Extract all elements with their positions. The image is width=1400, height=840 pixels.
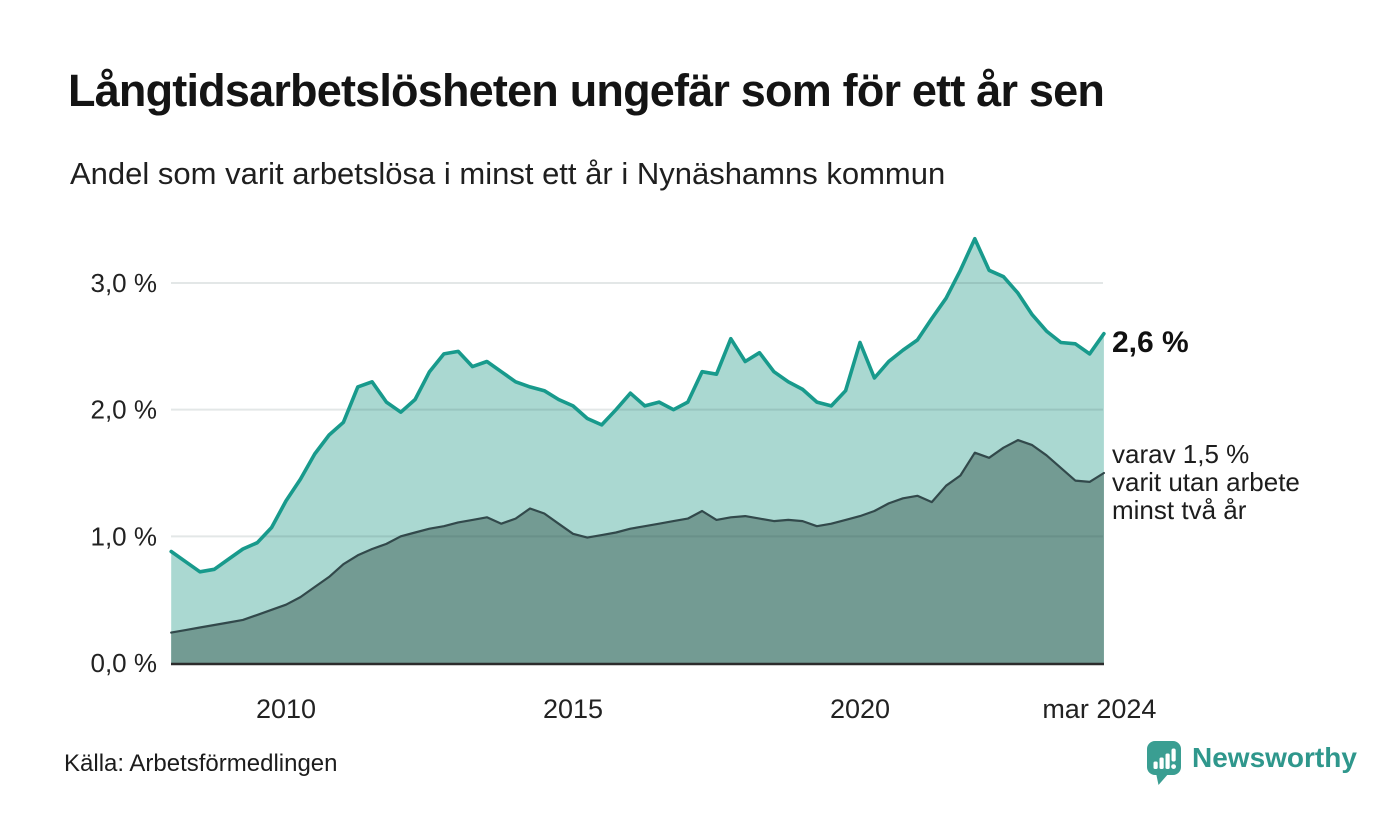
y-tick-label: 3,0 % — [91, 268, 158, 298]
page-title: Långtidsarbetslösheten ungefär som för e… — [68, 65, 1105, 116]
brand-logo: Newsworthy — [1146, 740, 1357, 786]
series-lines — [169, 236, 1106, 634]
newsworthy-logo-icon — [1147, 741, 1181, 785]
y-tick-label: 2,0 % — [91, 395, 158, 425]
x-tick-label: 2010 — [256, 694, 316, 724]
x-tick-label: 2015 — [543, 694, 603, 724]
area-unemployed-2yr — [171, 440, 1104, 663]
y-axis-labels: 0,0 % 1,0 % 2,0 % 3,0 % — [91, 268, 158, 678]
y-tick-label: 0,0 % — [91, 648, 158, 678]
x-tick-label: 2020 — [830, 694, 890, 724]
y-tick-label: 1,0 % — [91, 521, 158, 551]
secondary-series-label: varav 1,5 % varit utan arbete minst två … — [1112, 440, 1300, 524]
secondary-series-label-line3: minst två år — [1112, 495, 1247, 525]
line-unemployed-1yr — [169, 236, 1106, 574]
brand-name: Newsworthy — [1192, 742, 1357, 773]
secondary-series-label-line1: varav 1,5 % — [1112, 439, 1250, 469]
x-tick-label: mar 2024 — [1042, 694, 1156, 724]
latest-value-label: 2,6 % — [1112, 326, 1189, 359]
source-caption: Källa: Arbetsförmedlingen — [64, 750, 338, 777]
gridlines — [171, 281, 1103, 538]
x-axis-labels: 2010 2015 2020 mar 2024 — [256, 694, 1156, 724]
secondary-series-label-line2: varit utan arbete — [1112, 467, 1300, 497]
page-subtitle: Andel som varit arbetslösa i minst ett å… — [70, 156, 946, 191]
series-areas — [171, 238, 1104, 663]
line-unemployed-2yr — [170, 439, 1105, 634]
